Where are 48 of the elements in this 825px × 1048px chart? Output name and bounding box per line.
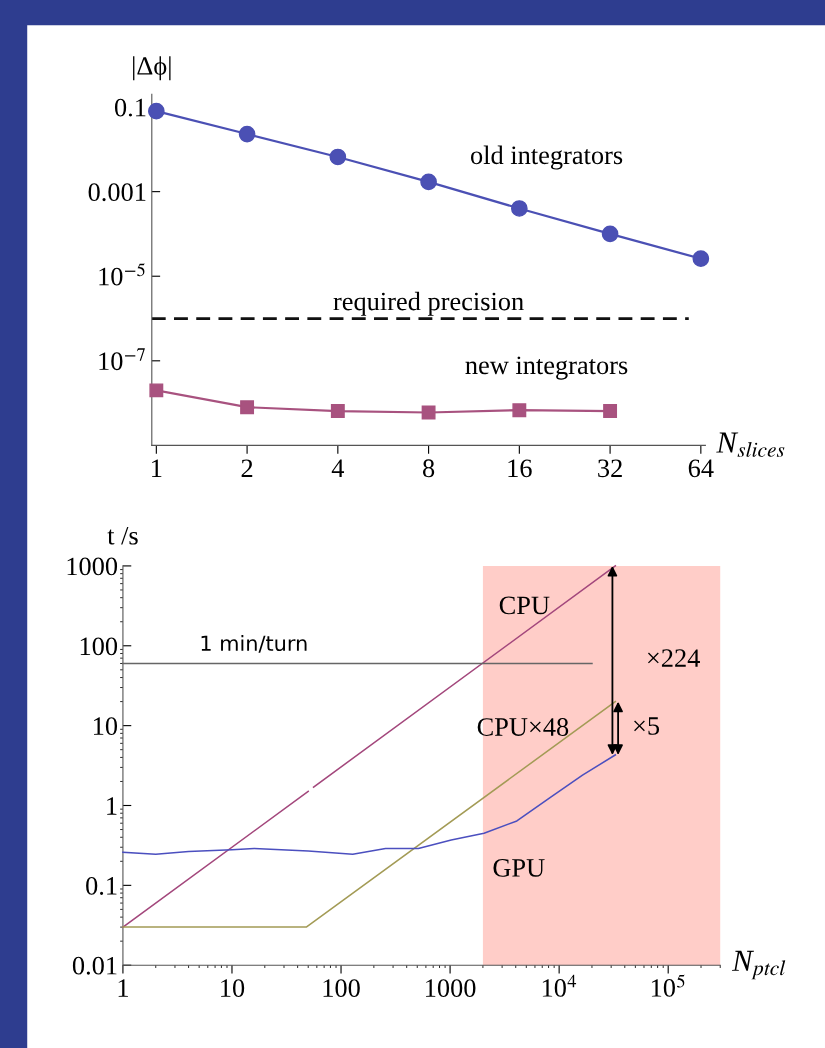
x-tick-label: 8 <box>423 459 435 478</box>
point <box>511 200 528 217</box>
x-axis-title: N$_{ptcl}$ <box>731 950 786 980</box>
point <box>330 404 345 418</box>
x-tick-label: 2 <box>241 459 253 477</box>
annotation: ×224 <box>647 649 700 667</box>
x-tick-label: 100 <box>323 979 360 997</box>
series-label: CPU <box>499 596 550 615</box>
y-axis-title: t /s <box>107 526 138 545</box>
point <box>329 148 347 166</box>
point <box>238 125 256 143</box>
y-tick-label: 10$^{−7}$ <box>99 348 145 371</box>
x-axis-title: N$_{slices}$ <box>716 432 785 457</box>
series-label: 1 min/turn <box>201 635 307 653</box>
annotation: ×5 <box>634 717 660 735</box>
point <box>692 250 710 268</box>
y-tick-label: 1000 <box>67 557 118 576</box>
x-tick-label: 32 <box>598 459 622 478</box>
y-tick-label: 0.1 <box>86 876 117 895</box>
y-tick-label: 10$^{−5}$ <box>99 263 145 286</box>
point <box>603 404 618 418</box>
y-tick-label: 0.1 <box>114 98 146 117</box>
series-label: new integrators <box>465 356 628 380</box>
y-tick-label: 10 <box>94 717 118 736</box>
y-tick-label: 0.001 <box>88 183 146 202</box>
y-tick-label: 1 <box>107 797 117 815</box>
point <box>601 225 619 243</box>
x-tick-label: 10 <box>221 979 245 997</box>
series-label: old integrators <box>470 145 623 170</box>
x-tick-label: 10$^{4}$ <box>542 974 577 997</box>
point <box>148 102 165 120</box>
point <box>512 403 527 418</box>
x-tick-label: 4 <box>331 459 345 477</box>
x-tick-label: 1000 <box>426 979 476 997</box>
series-label: GPU <box>493 859 545 877</box>
x-tick-label: 16 <box>508 459 532 478</box>
x-tick-label: 64 <box>688 459 714 478</box>
point <box>149 383 164 398</box>
point <box>240 400 255 415</box>
y-axis-title: |Δϕ| <box>133 56 171 81</box>
y-tick-label: 100 <box>80 637 118 656</box>
x-tick-label: 1 <box>152 459 162 477</box>
series-label: CPU×48 <box>477 718 569 736</box>
ref-line-label: required precision <box>333 291 524 316</box>
x-tick-label: 10$^{5}$ <box>651 974 685 997</box>
point <box>420 173 437 191</box>
point <box>421 405 436 420</box>
y-tick-label: 0.01 <box>72 956 117 975</box>
